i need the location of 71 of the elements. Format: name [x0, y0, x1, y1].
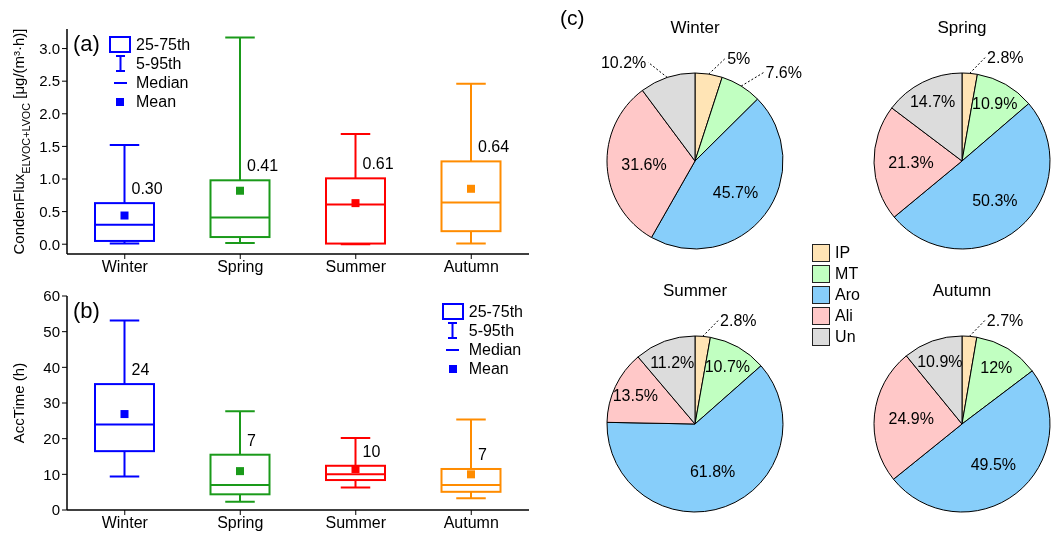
annotation: Median [136, 73, 189, 92]
text: 0.30 [131, 180, 163, 198]
data-label: 2.8% [720, 312, 757, 330]
x-tick-label: Spring [217, 258, 264, 276]
text: (c) [560, 6, 585, 29]
data-label: 21.3% [888, 153, 934, 171]
legend-label: IP [835, 243, 851, 262]
y-tick-label: 1.0 [39, 170, 60, 188]
annotation: (a) [73, 31, 100, 56]
y-tick-label: 10 [43, 465, 60, 483]
x-tick-label: Winter [101, 514, 149, 532]
data-label: 10.2% [600, 53, 647, 71]
chart-title: Winter [670, 18, 720, 37]
data-label: 5% [727, 49, 751, 67]
x-tick-label: Spring [217, 514, 264, 532]
annotation: 25-75th [468, 302, 523, 321]
data-label: 10.9% [917, 353, 963, 371]
data-label: 10.7% [704, 357, 751, 375]
annotation: Mean [136, 92, 177, 111]
text: 7 [247, 431, 256, 449]
y-tick-label: 20 [43, 429, 60, 447]
text: 10 [362, 442, 381, 460]
data-label: 10.9% [972, 95, 1018, 113]
y-tick-label: 30 [43, 394, 60, 412]
chart-title: Spring [937, 18, 987, 37]
annotation: (b) [73, 298, 100, 323]
legend-label: Un [835, 327, 856, 346]
data-label: 61.8% [689, 463, 736, 481]
x-tick-label: Summer [325, 514, 387, 532]
y-tick-label: 2.5 [39, 72, 60, 90]
data-label: 11.2% [650, 353, 695, 371]
legend-label: Ali [835, 306, 853, 325]
data-label: 2.8% [987, 49, 1024, 67]
chart-title: Autumn [932, 281, 992, 300]
data-label: 2.7% [986, 312, 1024, 330]
text: 0.64 [478, 138, 510, 156]
data-label: 12% [980, 359, 1013, 377]
data-label: 45.7% [712, 183, 759, 201]
data-label: 31.6% [621, 155, 667, 173]
annotation: 5-95th [136, 54, 182, 73]
y-tick-label: 40 [43, 358, 60, 376]
y-tick-label: 50 [43, 322, 60, 340]
x-tick-label: Autumn [443, 514, 499, 532]
text: 24 [131, 361, 150, 379]
y-axis-title: AccTime (h) [10, 362, 27, 444]
text: Summer [662, 281, 728, 300]
y-tick-label: 60 [43, 287, 60, 305]
text: 7 [478, 445, 487, 463]
annotation: Median [468, 340, 522, 359]
x-tick-label: Autumn [443, 258, 499, 276]
annotation: Mean [468, 359, 509, 378]
y-tick-label: 0.5 [39, 202, 60, 220]
x-tick-label: Winter [101, 258, 149, 276]
legend-label: MT [835, 264, 859, 283]
y-tick-label: 0 [51, 501, 60, 519]
data-label: 7.6% [765, 64, 802, 82]
y-tick-label: 0.0 [39, 235, 60, 253]
data-label: 50.3% [972, 191, 1018, 209]
data-label: 24.9% [888, 410, 934, 428]
data-label: 13.5% [612, 387, 659, 405]
annotation: 5-95th [468, 321, 515, 340]
annotation: 25-75th [136, 35, 191, 54]
y-tick-label: 2.0 [39, 105, 60, 123]
y-tick-label: 1.5 [39, 137, 60, 155]
data-label: 49.5% [970, 455, 1017, 473]
data-label: 14.7% [909, 93, 956, 111]
x-tick-label: Summer [325, 258, 387, 276]
legend-label: Aro [835, 285, 860, 304]
y-tick-label: 3.0 [39, 39, 60, 57]
text: 0.61 [362, 155, 394, 173]
text: 0.41 [247, 157, 279, 175]
